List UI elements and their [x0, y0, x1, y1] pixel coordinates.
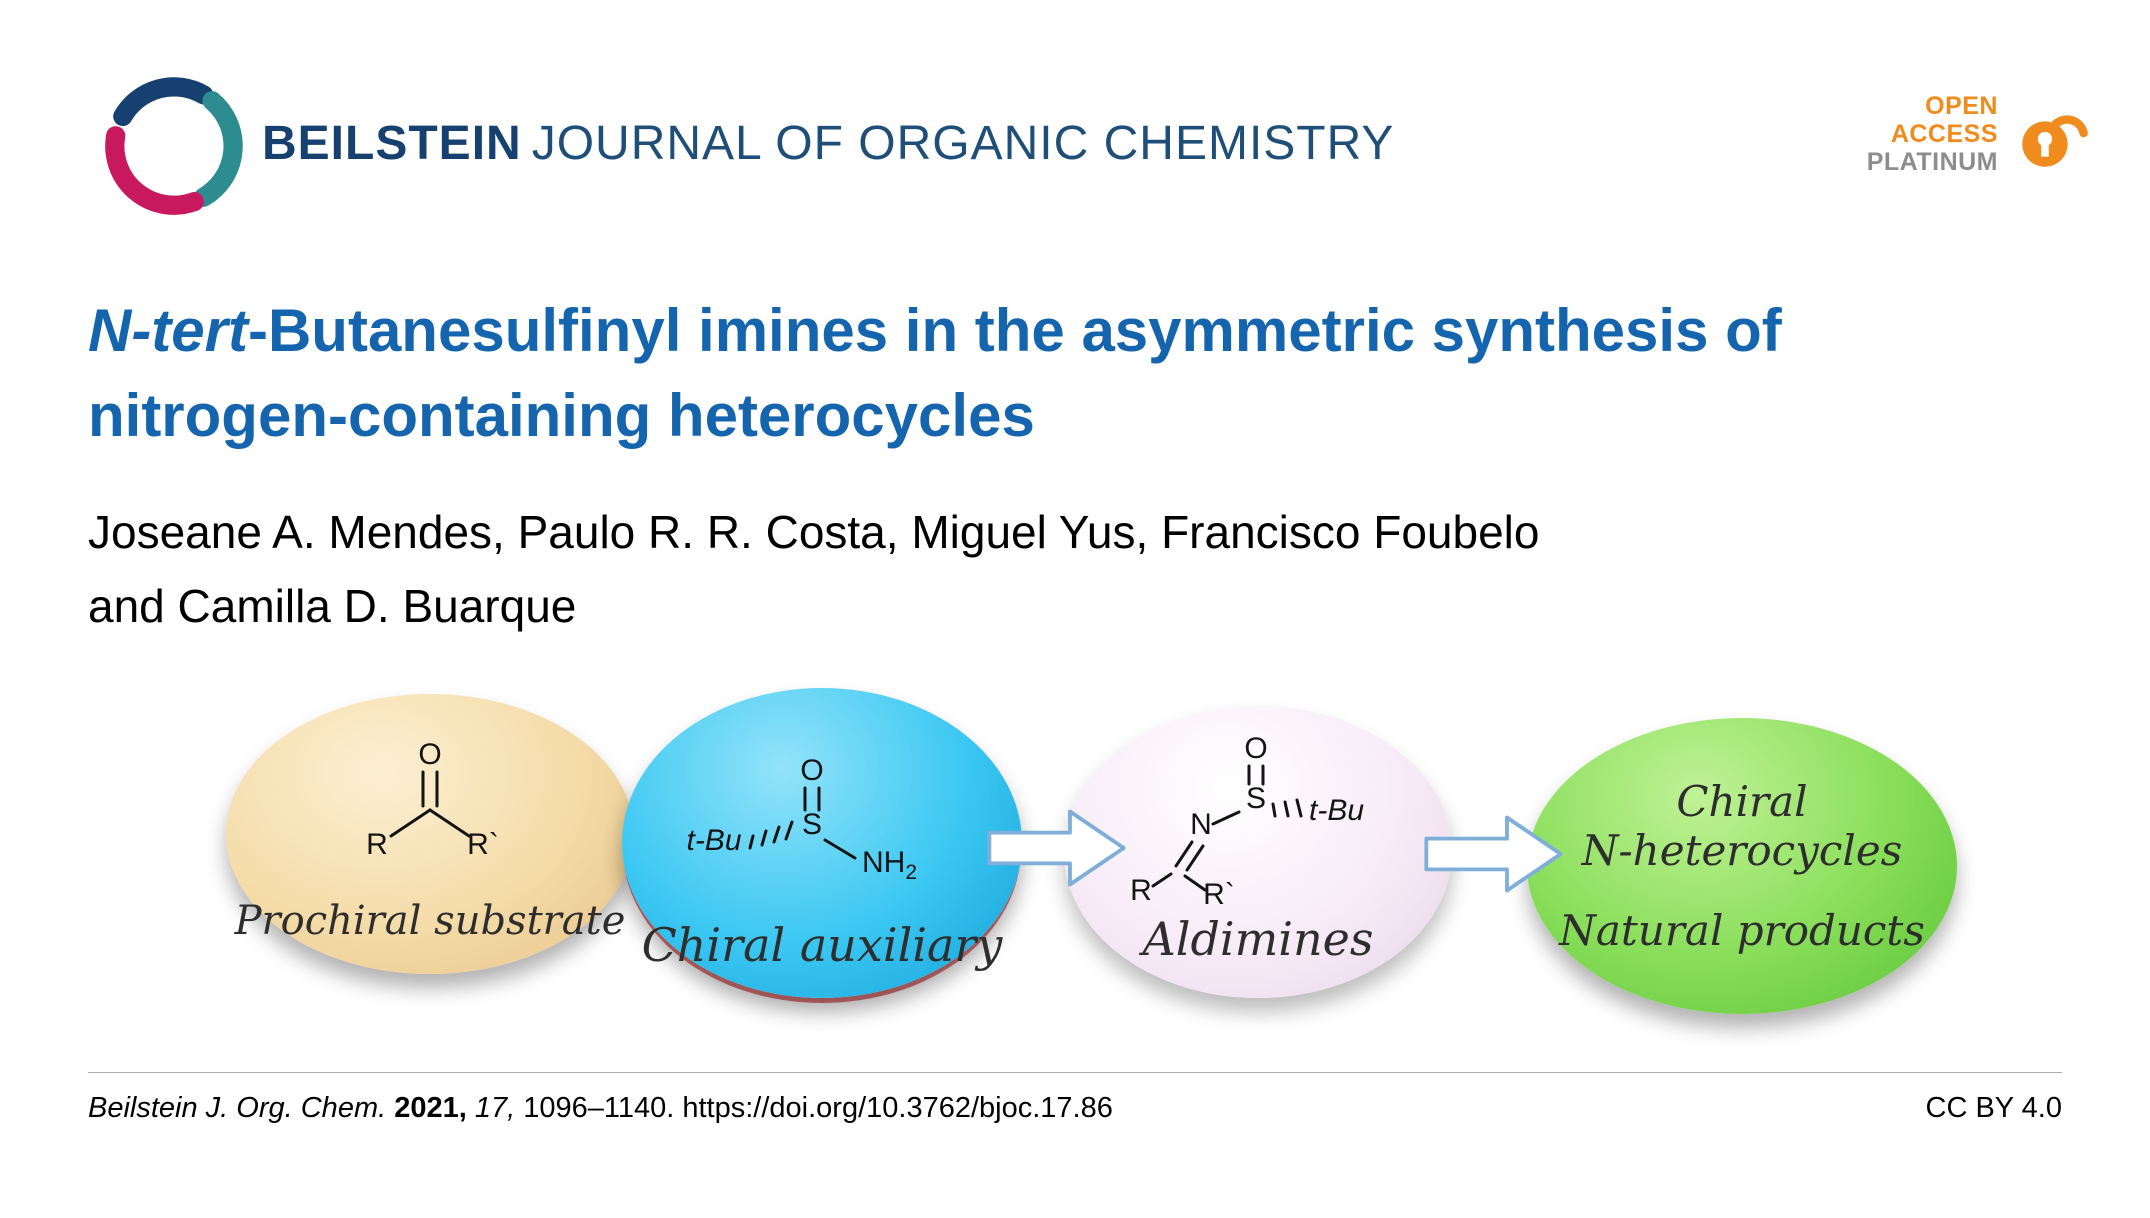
ellipse-prochiral-substrate: O R R` Prochiral substrate: [226, 694, 634, 974]
products-line2: N-heterocycles: [1582, 826, 1903, 876]
svg-text:R: R: [366, 828, 388, 861]
svg-text:N: N: [1190, 808, 1212, 841]
ellipse-aldimines: O S N t-Bu R R` Aldimines: [1064, 706, 1452, 998]
svg-text:t-Bu: t-Bu: [1309, 794, 1364, 827]
svg-text:O: O: [800, 754, 823, 787]
ellipse-chiral-auxiliary: t-Bu S O NH2 Chiral auxiliary: [622, 688, 1022, 998]
journal-name: BEILSTEIN JOURNAL OF ORGANIC CHEMISTRY: [262, 116, 1394, 171]
open-access-line1: OPEN: [1925, 92, 1998, 120]
svg-text:t-Bu: t-Bu: [686, 824, 741, 857]
citation: Beilstein J. Org. Chem. 2021, 17, 1096–1…: [88, 1092, 1113, 1125]
ellipse-label-aldimines: Aldimines: [1142, 912, 1374, 966]
products-line3: Natural products: [1559, 905, 1925, 955]
authors-line2: and Camilla D. Buarque: [88, 579, 577, 632]
article-title-line1: -Butanesulfinyl imines in the asymmetric…: [248, 297, 1782, 364]
arrow-right-icon: [1424, 815, 1563, 893]
footer-divider: [88, 1072, 2062, 1073]
products-line1: Chiral: [1676, 776, 1808, 826]
article-title-line2: nitrogen-containing heterocycles: [88, 382, 1035, 450]
svg-text:R`: R`: [1203, 878, 1235, 911]
authors-line1: Joseane A. Mendes, Paulo R. R. Costa, Mi…: [88, 506, 1540, 558]
arrow-right-icon: [987, 809, 1126, 887]
open-access-line2: ACCESS: [1890, 120, 1998, 148]
sulfinamide-structure: t-Bu S O NH2: [686, 754, 917, 884]
open-access-text: OPEN ACCESS PLATINUM: [1867, 92, 1998, 176]
ellipse-products: Chiral N-heterocycles Natural products: [1527, 718, 1957, 1014]
article-authors: Joseane A. Mendes, Paulo R. R. Costa, Mi…: [88, 496, 1539, 643]
svg-text:R`: R`: [467, 828, 499, 861]
journal-name-light: JOURNAL OF ORGANIC CHEMISTRY: [531, 117, 1395, 170]
svg-text:O: O: [1244, 732, 1267, 765]
citation-year: 2021,: [394, 1092, 467, 1124]
citation-journal: Beilstein J. Org. Chem.: [88, 1092, 387, 1124]
open-access-line3: PLATINUM: [1866, 148, 1998, 176]
ellipse-label-auxiliary: Chiral auxiliary: [641, 918, 1003, 972]
ellipse-label-prochiral: Prochiral substrate: [234, 898, 626, 944]
citation-volume: 17,: [474, 1092, 516, 1124]
article-title: N-tert-Butanesulfinyl imines in the asym…: [88, 288, 2098, 458]
products-line2-rest: -heterocycles: [1618, 826, 1903, 876]
beilstein-logo-icon: [105, 77, 243, 215]
svg-text:S: S: [1246, 782, 1266, 815]
license-label: CC BY 4.0: [1925, 1092, 2062, 1124]
svg-text:NH2: NH2: [862, 846, 917, 884]
svg-text:R: R: [1130, 874, 1152, 907]
ketone-structure: O R R`: [366, 738, 499, 861]
journal-name-bold: BEILSTEIN: [262, 117, 522, 170]
citation-pages-doi: 1096–1140. https://doi.org/10.3762/bjoc.…: [523, 1092, 1113, 1124]
aldimine-structure: O S N t-Bu R R`: [1130, 732, 1364, 911]
open-access-lock-icon: [2022, 115, 2088, 167]
products-text: Chiral N-heterocycles Natural products: [1527, 718, 1957, 1014]
article-title-italic-lead: N-tert: [88, 297, 248, 364]
open-access-badge: OPEN ACCESS PLATINUM: [1867, 92, 2092, 176]
graphical-abstract: O R R` Prochiral substrate t-Bu S O: [0, 680, 2150, 1050]
svg-text:S: S: [802, 808, 822, 841]
svg-text:O: O: [418, 738, 441, 771]
products-line2-italic: N: [1581, 826, 1619, 876]
